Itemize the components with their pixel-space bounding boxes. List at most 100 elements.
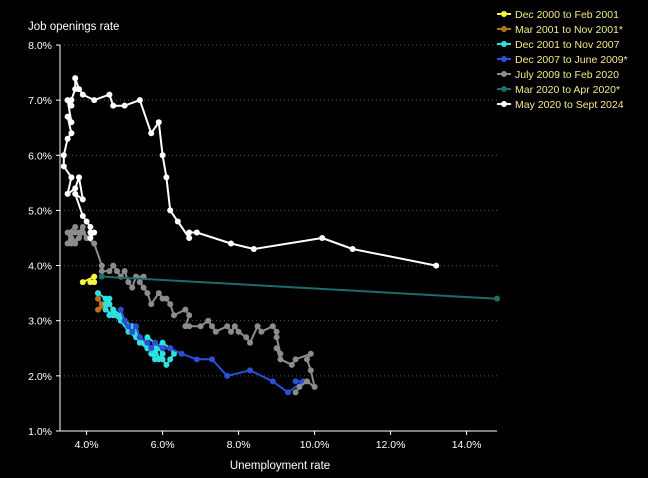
data-point [129,284,136,291]
x-tick-label: 6.0% [151,439,175,451]
y-tick-label: 5.0% [28,205,52,217]
data-point [106,91,113,98]
data-point [117,306,124,313]
data-point [304,378,310,385]
data-point [296,383,303,390]
data-point [247,339,253,346]
data-point [110,312,117,319]
data-point [212,328,219,335]
data-point [76,235,82,241]
data-point [68,174,75,181]
y-tick-label: 2.0% [28,371,52,383]
data-point [95,290,101,297]
data-point [231,323,238,330]
y-tick-label: 8.0% [28,40,52,52]
series-july-2009-to-feb-2020 [64,223,318,396]
data-point [288,361,295,368]
data-point [98,268,105,275]
gridlines [60,44,497,377]
data-point [102,301,109,308]
data-point [64,190,71,197]
data-point [148,130,155,137]
data-point [136,279,143,286]
data-point [155,290,162,297]
legend-label: Dec 2000 to Feb 2001 [515,9,619,21]
data-point [136,97,143,104]
data-point [311,383,318,390]
data-point [133,323,139,330]
data-point [319,235,326,241]
data-point [102,306,109,313]
data-point [273,328,280,335]
data-point [155,119,162,126]
data-point [72,86,79,93]
data-point [148,350,155,357]
data-point [269,323,276,330]
data-point [247,367,253,374]
data-point [148,301,155,308]
data-point [292,378,299,385]
legend-item-mar-2001-to-nov-2001: Mar 2001 to Nov 2001* [497,24,623,36]
legend-swatch-marker [501,101,507,107]
data-point [186,235,193,241]
legend-label: Mar 2001 to Nov 2001* [515,24,623,36]
x-tick-label: 4.0% [75,439,99,451]
data-point [106,268,113,275]
legend-swatch-marker [501,26,507,32]
legend-item-dec-2000-to-feb-2001: Dec 2000 to Feb 2001 [497,9,619,21]
data-point [254,323,261,330]
data-point [98,273,105,280]
data-point [285,389,291,396]
data-point [125,323,132,330]
data-point [121,102,128,109]
data-point [91,240,98,247]
legend-item-may-2020-to-sept-2024: May 2020 to Sept 2024 [497,99,624,111]
data-point [72,190,79,197]
data-point [167,356,174,363]
series-line [62,77,437,267]
data-point [209,356,215,363]
data-point [68,102,75,109]
data-point [79,229,86,236]
data-point [64,135,71,142]
y-tick-label: 3.0% [28,316,52,328]
series-dec-2007-to-june-2009 [117,306,307,396]
legend-item-dec-2007-to-june-2009: Dec 2007 to June 2009* [497,54,628,66]
data-point [72,185,79,192]
data-point [110,102,117,109]
data-point [250,246,257,253]
legend-label: Mar 2020 to Apr 2020* [515,84,620,96]
data-point [494,295,500,302]
data-point [68,119,75,126]
data-point [125,279,132,286]
data-point [159,350,166,357]
data-point [243,334,250,341]
data-point [83,218,90,225]
data-point [87,223,94,230]
data-point [95,306,101,313]
data-point [197,323,204,330]
legend-swatch-marker [501,56,507,62]
data-point [277,350,284,357]
data-point [171,350,177,357]
data-point [178,350,185,357]
data-point [258,328,265,335]
data-point [68,130,75,137]
series-may-2020-to-sept-2024 [60,75,440,269]
data-point [114,268,120,275]
data-point [87,235,94,241]
data-point [106,295,113,302]
data-point [110,306,117,313]
y-tick-label: 4.0% [28,261,52,273]
data-point [79,91,86,98]
legend-item-july-2009-to-feb-2020: July 2009 to Feb 2020 [497,69,619,81]
legend-swatch-marker [501,41,507,47]
legend-item-dec-2001-to-nov-2007: Dec 2001 to Nov 2007 [497,39,620,51]
data-point [98,262,105,269]
data-point [136,339,143,346]
y-tick-label: 1.0% [28,426,52,438]
plot-area [60,75,500,396]
data-point [159,356,166,363]
series-mar-2020-to-apr-2020 [98,273,500,302]
data-point [182,306,189,313]
